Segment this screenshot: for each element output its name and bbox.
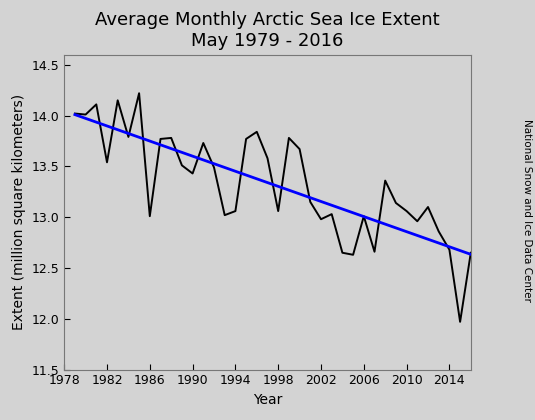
Title: Average Monthly Arctic Sea Ice Extent
May 1979 - 2016: Average Monthly Arctic Sea Ice Extent Ma… xyxy=(95,11,440,50)
X-axis label: Year: Year xyxy=(253,393,282,407)
Y-axis label: Extent (million square kilometers): Extent (million square kilometers) xyxy=(12,94,26,330)
Text: National Snow and Ice Data Center: National Snow and Ice Data Center xyxy=(522,118,532,302)
